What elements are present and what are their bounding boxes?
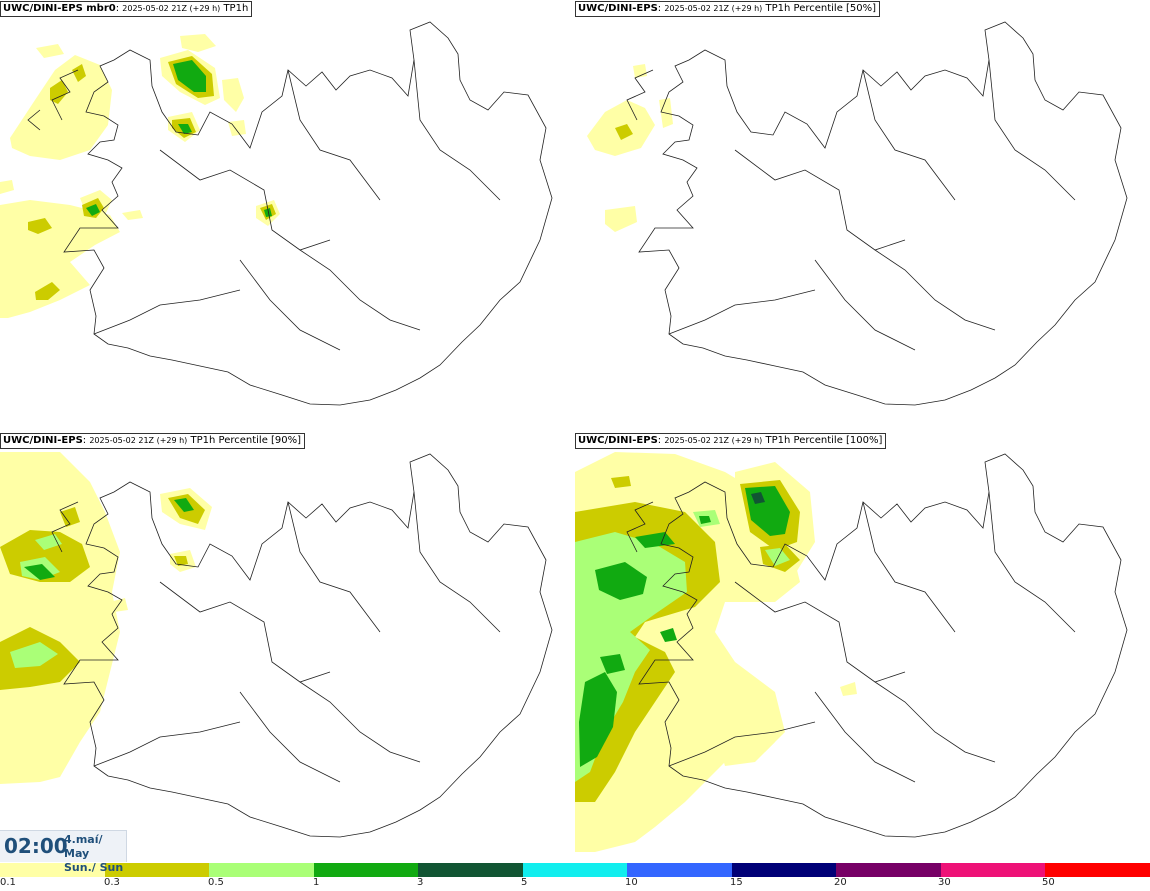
colorbar-segment <box>313 863 419 877</box>
colorbar-label: 30 <box>938 877 951 888</box>
panel-title: UWC/DINI-EPS: 2025-05-02 21Z (+29 h) TP1… <box>0 433 306 449</box>
colorbar-label: 5 <box>521 877 528 888</box>
precip-map <box>575 452 1128 852</box>
colorbar-labels: 0.1 0.3 0.5 1 3 5 10 15 20 30 50 <box>0 877 1150 891</box>
colorbar-segment <box>836 863 941 877</box>
colorbar-label: 0.5 <box>208 877 224 888</box>
valid-date-line2: Sun./ Sun <box>64 861 124 874</box>
panel-title: UWC/DINI-EPS mbr0: 2025-05-02 21Z (+29 h… <box>0 1 253 17</box>
coastline <box>626 21 1128 406</box>
colorbar-segment <box>731 863 837 877</box>
colorbar-segment <box>418 863 523 877</box>
valid-time: 02:00 <box>4 834 68 858</box>
precip-map <box>0 21 553 406</box>
colorbar-label: 0.1 <box>0 877 16 888</box>
colorbar-segment <box>0 863 105 877</box>
colorbar-segment <box>627 863 732 877</box>
valid-date: 4.maí/ May Sun./ Sun <box>64 833 126 875</box>
colorbar-segment <box>209 863 314 877</box>
precip-colorbar <box>0 863 1150 877</box>
panel-title: UWC/DINI-EPS: 2025-05-02 21Z (+29 h) TP1… <box>575 433 887 449</box>
panel-title: UWC/DINI-EPS: 2025-05-02 21Z (+29 h) TP1… <box>575 1 881 17</box>
map-panel-p100: UWC/DINI-EPS: 2025-05-02 21Z (+29 h) TP1… <box>575 432 1150 864</box>
valid-date-line1: 4.maí/ May <box>64 833 103 860</box>
colorbar-label: 50 <box>1042 877 1055 888</box>
map-panel-mbr0: UWC/DINI-EPS mbr0: 2025-05-02 21Z (+29 h… <box>0 0 575 432</box>
colorbar-label: 20 <box>834 877 847 888</box>
coastline <box>626 453 1128 838</box>
colorbar-label: 3 <box>417 877 424 888</box>
precip-field <box>0 34 280 318</box>
colorbar-label: 15 <box>730 877 743 888</box>
colorbar-label: 10 <box>625 877 638 888</box>
colorbar-label: 1 <box>313 877 320 888</box>
colorbar-label: 0.3 <box>104 877 120 888</box>
colorbar-segment <box>522 863 628 877</box>
valid-time-box: 02:00 4.maí/ May Sun./ Sun <box>0 830 127 874</box>
coastline <box>27 21 553 406</box>
precip-field <box>575 452 857 852</box>
map-panel-p90: UWC/DINI-EPS: 2025-05-02 21Z (+29 h) TP1… <box>0 432 575 864</box>
precip-map <box>0 452 553 838</box>
map-panel-p50: UWC/DINI-EPS: 2025-05-02 21Z (+29 h) TP1… <box>575 0 1150 432</box>
coastline <box>51 453 553 838</box>
colorbar-segment <box>104 863 210 877</box>
precip-map <box>587 21 1128 406</box>
precip-field <box>587 64 673 232</box>
colorbar-segment <box>1045 863 1150 877</box>
colorbar-segment <box>940 863 1046 877</box>
